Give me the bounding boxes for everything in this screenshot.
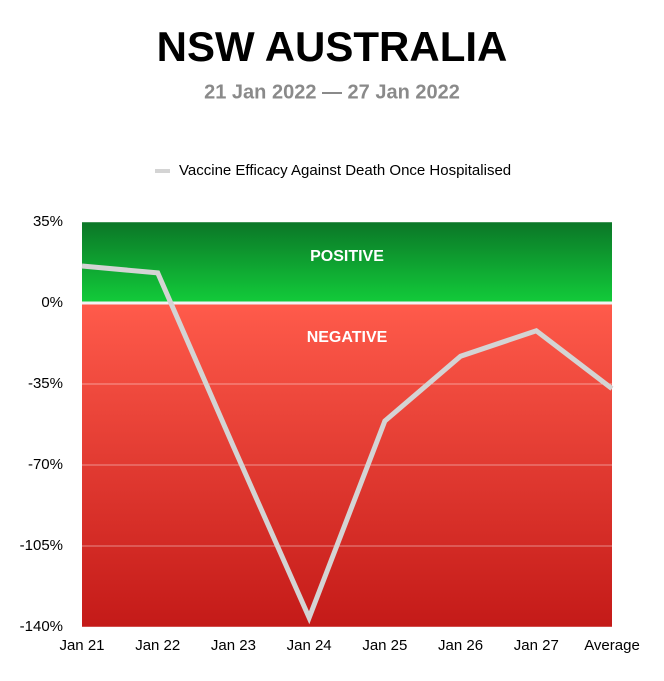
y-tick-label: -35%: [28, 375, 63, 392]
y-tick-label: -105%: [20, 537, 63, 554]
band-label: NEGATIVE: [307, 329, 388, 346]
chart-title: NSW AUSTRALIA: [157, 23, 508, 70]
y-tick-label: 0%: [41, 294, 63, 311]
x-tick-label: Jan 24: [287, 637, 332, 654]
x-tick-label: Jan 27: [514, 637, 559, 654]
band: [82, 303, 612, 627]
x-tick-label: Jan 22: [135, 637, 180, 654]
band-label: POSITIVE: [310, 248, 384, 265]
y-tick-label: -140%: [20, 618, 63, 635]
x-tick-label: Jan 25: [362, 637, 407, 654]
series-line: [81, 263, 614, 625]
x-tick-label: Jan 26: [438, 637, 483, 654]
chart-subtitle: 21 Jan 2022 — 27 Jan 2022: [204, 81, 460, 103]
band: [82, 222, 612, 303]
y-tick-label: -70%: [28, 456, 63, 473]
y-tick-label: 35%: [33, 213, 63, 230]
legend-label: Vaccine Efficacy Against Death Once Hosp…: [179, 162, 511, 179]
x-tick-label: Jan 21: [59, 637, 104, 654]
x-tick-label: Average: [584, 637, 640, 654]
x-tick-label: Jan 23: [211, 637, 256, 654]
